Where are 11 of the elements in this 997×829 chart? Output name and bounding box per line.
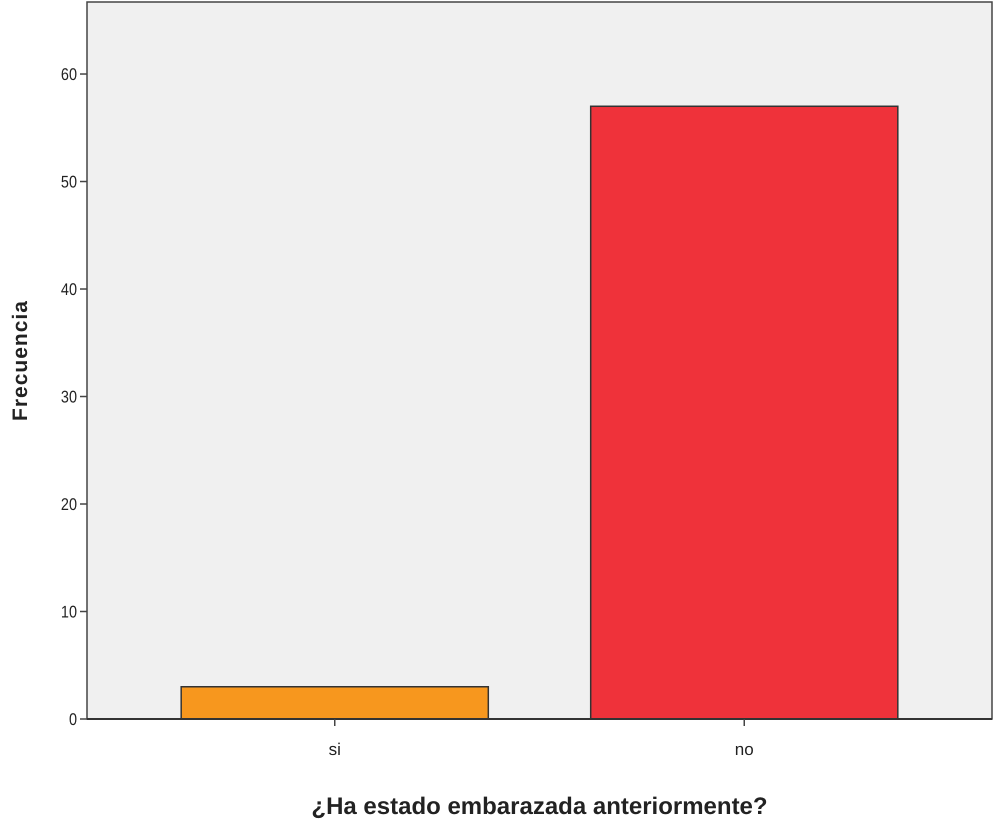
- y-tick-label: 30: [60, 388, 78, 407]
- x-tick-label: si: [328, 740, 341, 759]
- y-tick-label: 50: [60, 173, 78, 192]
- y-tick-label: 0: [68, 710, 78, 730]
- y-axis-title: Frecuencia: [9, 300, 32, 421]
- y-tick-label: 60: [60, 66, 78, 84]
- y-tick-label: 40: [60, 280, 78, 300]
- x-tick-label: no: [734, 740, 754, 759]
- y-tick-label: 10: [60, 603, 78, 622]
- x-axis-title: ¿Ha estado embarazada anteriormente?: [311, 793, 768, 820]
- y-tick-label: 20: [60, 496, 78, 514]
